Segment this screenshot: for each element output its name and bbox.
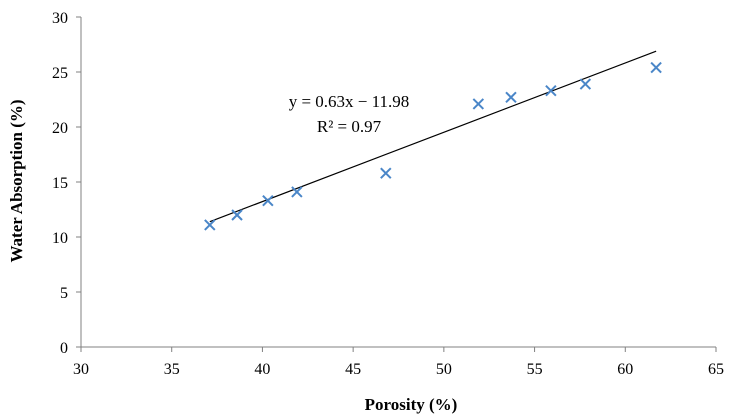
trendline-group [209, 50, 657, 223]
x-tick-label: 55 [527, 361, 543, 378]
data-point [545, 84, 557, 97]
data-points [204, 61, 662, 231]
data-point [579, 78, 592, 90]
axes [80, 17, 716, 348]
r-squared-label: R² = 0.97 [317, 117, 382, 136]
y-tick-label: 10 [52, 230, 68, 247]
data-point [505, 91, 517, 104]
y-tick-label: 0 [60, 340, 68, 357]
trendline-equation: y = 0.63x − 11.98 [289, 92, 410, 111]
y-axis-title: Water Absorption (%) [7, 99, 26, 262]
data-point-stroke [472, 98, 485, 110]
data-point [380, 167, 392, 179]
x-tick-label: 30 [73, 361, 89, 378]
y-tick-label: 15 [52, 175, 68, 192]
data-point-stroke [291, 186, 303, 198]
data-point [231, 209, 243, 221]
data-point-stroke [262, 194, 274, 207]
trendline [209, 50, 657, 223]
data-point-stroke [579, 78, 592, 90]
data-point-stroke [204, 219, 216, 231]
x-tick-label: 45 [345, 361, 361, 378]
data-point [291, 186, 303, 198]
y-axis-ticks: 0 5 10 15 20 25 30 [52, 10, 81, 357]
x-tick-label: 65 [708, 361, 724, 378]
y-tick-label: 25 [52, 65, 68, 82]
y-tick-label: 20 [52, 120, 68, 137]
data-point-stroke [380, 167, 392, 179]
x-tick-label: 35 [164, 361, 180, 378]
data-point-stroke [545, 84, 557, 97]
x-axis-title: Porosity (%) [365, 395, 458, 414]
data-point [262, 194, 274, 207]
data-point [204, 219, 216, 231]
data-point-stroke [505, 91, 517, 104]
data-point-stroke [231, 209, 243, 221]
x-tick-label: 50 [436, 361, 452, 378]
x-axis-ticks: 30 35 40 45 50 55 60 65 [73, 347, 724, 378]
data-point-stroke [650, 61, 662, 74]
data-point [650, 61, 662, 74]
data-point [472, 98, 485, 110]
y-tick-label: 5 [60, 285, 68, 302]
x-tick-label: 60 [617, 361, 633, 378]
y-tick-label: 30 [52, 10, 68, 27]
x-tick-label: 40 [254, 361, 270, 378]
